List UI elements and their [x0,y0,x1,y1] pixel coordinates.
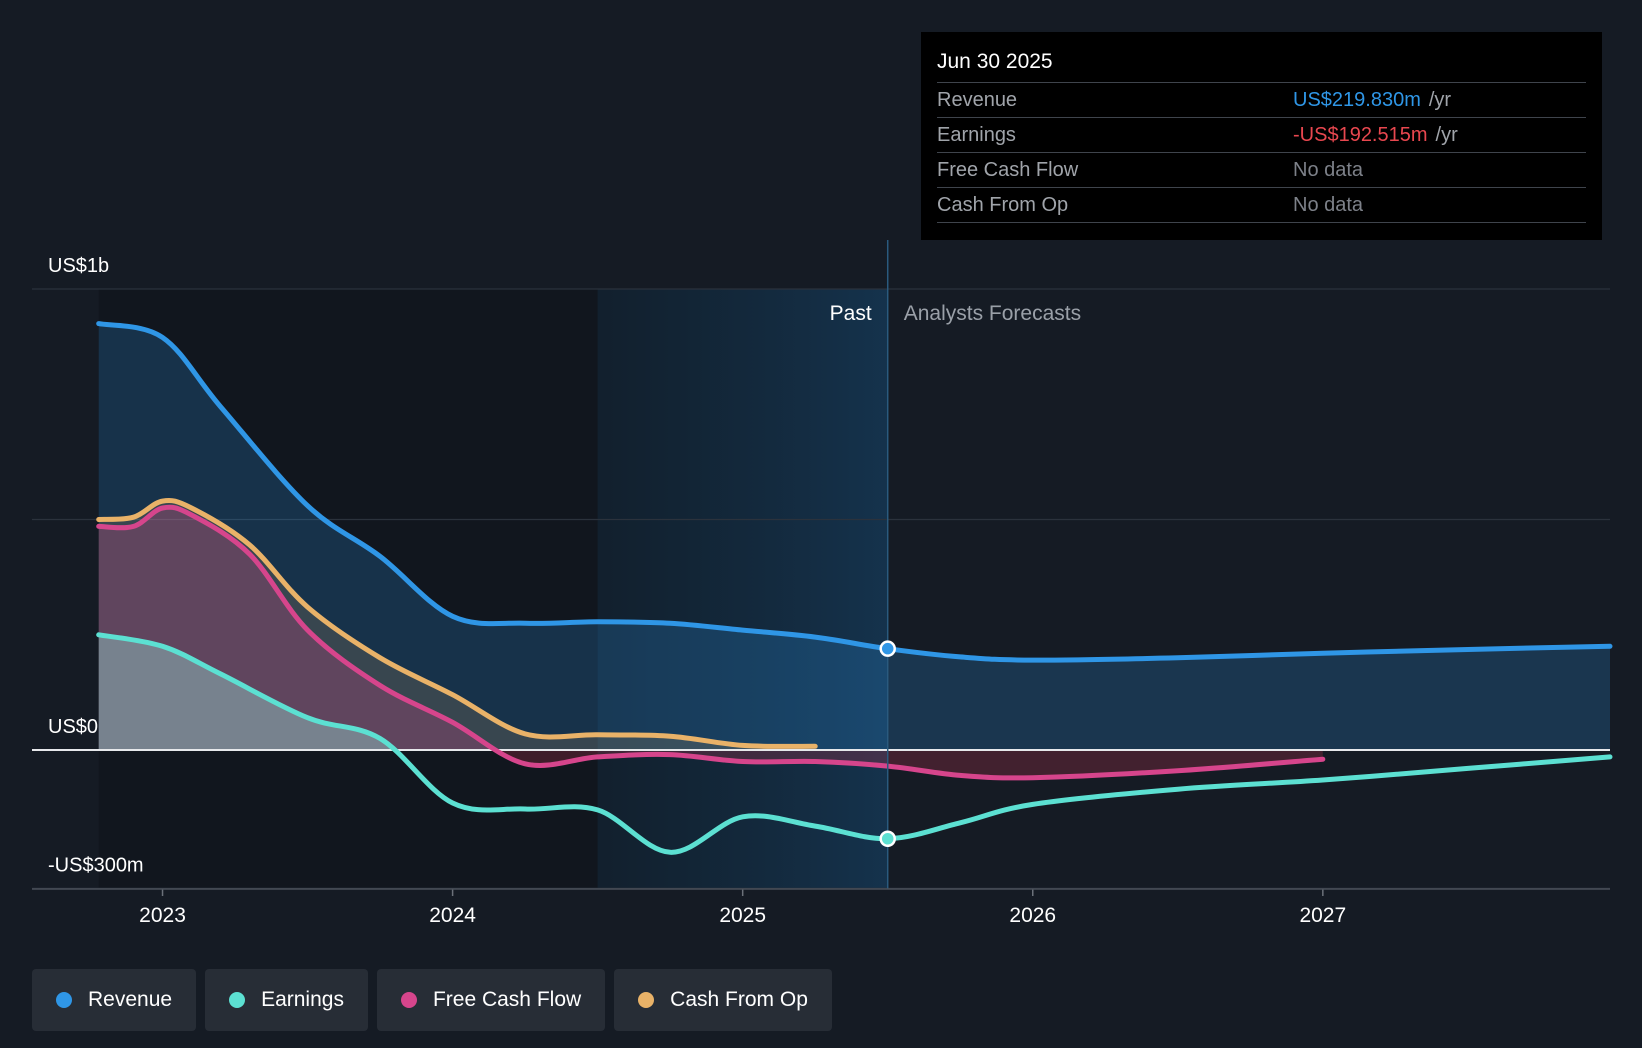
past-label: Past [830,302,872,325]
cash-from-op-area-positive [98,500,816,750]
legend-dot-icon [229,992,246,1008]
tooltip-unit: /yr [1435,124,1458,146]
legend-label: Cash From Op [670,988,808,1011]
y-axis-label: US$0 [48,716,98,738]
legend-item-cash-from-op[interactable]: Cash From Op [614,969,832,1031]
x-tick-label: 2026 [1009,904,1056,927]
tooltip-label: Cash From Op [937,194,1069,216]
data-tooltip: Jun 30 2025 Revenue US$219.830m /yr Earn… [921,32,1602,240]
legend-item-revenue[interactable]: Revenue [32,969,197,1031]
legend-dot-icon [400,992,417,1008]
legend-label: Earnings [261,988,344,1011]
x-tick-label: 2027 [1299,904,1346,927]
legend-label: Free Cash Flow [432,988,582,1011]
y-axis-label: US$1b [48,255,109,277]
x-axis-ticks: 2023 2024 2025 2026 2027 [32,888,1610,927]
tooltip-date: Jun 30 2025 [937,50,1053,73]
free-cash-flow-area-negative [98,750,1323,778]
y-axis-label: -US$300m [48,854,144,876]
tooltip-label: Free Cash Flow [937,159,1079,181]
legend-item-free-cash-flow[interactable]: Free Cash Flow [376,969,606,1031]
tooltip-row-earnings: Earnings -US$192.515m /yr [937,117,1586,152]
legend-item-earnings[interactable]: Earnings [205,969,368,1031]
x-tick-label: 2023 [139,904,186,927]
tooltip-row-cash-from-op: Cash From Op No data [937,187,1586,223]
tooltip-row-free-cash-flow: Free Cash Flow No data [937,152,1586,187]
legend-dot-icon [56,992,72,1008]
earnings-marker [879,830,896,847]
series-lines [96,321,1613,855]
tooltip-value: No data [1293,159,1364,181]
revenue-marker [879,640,896,657]
y-axis-labels: US$1b US$0 -US$300m [48,255,144,876]
tooltip-label: Earnings [937,124,1016,146]
earnings-line [96,632,1613,855]
tooltip-value: -US$192.515m [1293,124,1428,146]
earnings-area-positive [98,634,1610,750]
cash-from-op-line [96,497,818,749]
tooltip-label: Revenue [937,89,1018,111]
free-cash-flow-line [96,504,1326,781]
forecast-label: Analysts Forecasts [904,302,1081,325]
tooltip-row-revenue: Revenue US$219.830m /yr [937,82,1586,117]
series-areas [98,323,1611,778]
hover-markers [879,640,896,847]
highlight-band [597,289,888,889]
tooltip-value: US$219.830m [1293,89,1421,111]
tooltip-value: No data [1293,194,1364,216]
legend-dot-icon [638,992,655,1008]
x-tick-label: 2024 [429,904,476,927]
revenue-area-positive [98,323,1611,750]
revenue-line [96,321,1613,663]
tooltip-unit: /yr [1428,89,1452,111]
chart-legend: Revenue Earnings Free Cash Flow Cash Fro… [32,969,841,1031]
x-tick-label: 2025 [719,904,766,927]
legend-label: Revenue [88,988,173,1011]
free-cash-flow-area-positive [98,507,1323,750]
